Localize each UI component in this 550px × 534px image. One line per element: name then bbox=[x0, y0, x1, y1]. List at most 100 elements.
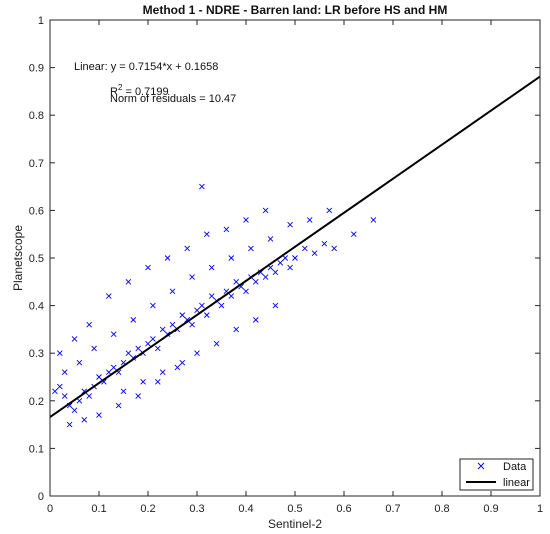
data-point bbox=[189, 274, 195, 280]
data-point bbox=[56, 350, 63, 357]
data-point bbox=[272, 302, 279, 309]
data-point bbox=[169, 321, 176, 328]
chart-title: Method 1 - NDRE - Barren land: LR before… bbox=[143, 3, 448, 17]
legend-label-data: Data bbox=[503, 461, 527, 473]
data-point bbox=[120, 388, 127, 395]
data-point bbox=[287, 221, 293, 228]
y-tick-label: 0 bbox=[38, 491, 44, 503]
data-point bbox=[301, 245, 308, 252]
data-point bbox=[115, 402, 122, 409]
y-tick-label: 0.9 bbox=[29, 63, 44, 75]
y-tick-label: 0.3 bbox=[29, 348, 44, 360]
data-point bbox=[321, 240, 328, 247]
legend-label-linear: linear bbox=[503, 477, 530, 489]
data-point bbox=[189, 321, 195, 328]
data-point bbox=[267, 236, 274, 242]
legend-marker-icon bbox=[477, 462, 485, 470]
data-point bbox=[203, 231, 210, 238]
annotation-linear: Linear: y = 0.7154*x + 0.1658 bbox=[74, 61, 218, 73]
annotation-r2-superscript: 2 bbox=[118, 83, 123, 92]
data-point bbox=[370, 217, 377, 223]
data-point bbox=[110, 364, 117, 371]
annotation-r2-value: = 0.7199 bbox=[122, 86, 168, 98]
y-tick-label: 0.4 bbox=[29, 301, 44, 313]
data-point bbox=[159, 369, 166, 376]
data-markers bbox=[52, 183, 377, 428]
data-point bbox=[71, 407, 78, 414]
data-point bbox=[140, 378, 146, 385]
data-point bbox=[243, 288, 249, 295]
data-point bbox=[86, 321, 93, 328]
data-point bbox=[350, 231, 357, 238]
x-tick-label: 0.5 bbox=[287, 503, 302, 515]
y-tick-label: 1 bbox=[38, 15, 44, 27]
data-point bbox=[125, 350, 132, 357]
data-point bbox=[184, 245, 191, 252]
data-point bbox=[61, 393, 68, 399]
data-point bbox=[199, 302, 205, 309]
data-point bbox=[52, 388, 58, 395]
data-point bbox=[76, 397, 83, 404]
y-axis-ticks: 0 0.1 0.2 0.3 0.4 0.5 0.6 0.7 0.8 0.9 1 bbox=[29, 15, 540, 503]
data-point bbox=[292, 255, 298, 261]
data-point bbox=[174, 364, 181, 371]
data-point bbox=[262, 207, 269, 214]
x-tick-label: 0.6 bbox=[336, 503, 351, 515]
data-point bbox=[243, 217, 249, 223]
x-tick-label: 0.7 bbox=[385, 503, 400, 515]
data-point bbox=[277, 259, 284, 266]
x-tick-label: 0.4 bbox=[238, 503, 253, 515]
data-point bbox=[71, 336, 78, 342]
x-tick-label: 0.2 bbox=[140, 503, 155, 515]
data-point bbox=[145, 264, 151, 271]
y-tick-label: 0.7 bbox=[29, 158, 44, 170]
data-point bbox=[125, 278, 132, 285]
x-axis-label: Sentinel-2 bbox=[268, 517, 322, 531]
data-point bbox=[110, 331, 117, 337]
fit-line bbox=[49, 75, 541, 418]
data-point bbox=[135, 345, 142, 352]
x-tick-label: 0.9 bbox=[483, 503, 498, 515]
data-point bbox=[228, 293, 235, 299]
data-point bbox=[66, 421, 73, 428]
annotation-r2: R2 = 0.7199 bbox=[110, 83, 169, 98]
data-point bbox=[179, 359, 186, 366]
data-point bbox=[213, 340, 220, 347]
data-point bbox=[76, 359, 83, 366]
annotation-residuals: Norm of residuals = 10.47 bbox=[110, 93, 236, 105]
y-tick-label: 0.6 bbox=[29, 205, 44, 217]
data-point bbox=[248, 245, 254, 252]
x-tick-label: 0.3 bbox=[189, 503, 204, 515]
data-point bbox=[150, 336, 156, 342]
data-point bbox=[218, 302, 225, 309]
data-point bbox=[96, 374, 102, 380]
data-point bbox=[194, 350, 200, 357]
fit-annotation: Linear: y = 0.7154*x + 0.1658 R2 = 0.719… bbox=[74, 61, 236, 105]
x-tick-label: 0.1 bbox=[91, 503, 106, 515]
data-point bbox=[135, 393, 142, 399]
data-point bbox=[306, 217, 313, 223]
data-point bbox=[130, 317, 137, 323]
data-point bbox=[208, 264, 215, 271]
x-axis-ticks: 0 0.1 0.2 0.3 0.4 0.5 0.6 0.7 0.8 0.9 1 bbox=[47, 20, 543, 515]
legend: Data linear bbox=[459, 458, 534, 491]
data-point bbox=[287, 264, 293, 271]
y-tick-label: 0.5 bbox=[29, 253, 44, 265]
data-point bbox=[179, 312, 186, 318]
data-point bbox=[223, 226, 230, 233]
annotation-r2-base: R bbox=[110, 86, 118, 98]
data-point bbox=[56, 383, 63, 390]
data-point bbox=[86, 393, 93, 399]
data-point bbox=[154, 378, 161, 385]
data-point bbox=[311, 250, 318, 257]
data-point bbox=[91, 345, 97, 352]
data-point bbox=[233, 326, 240, 333]
y-tick-label: 0.1 bbox=[29, 443, 44, 455]
data-point bbox=[154, 345, 161, 352]
data-point bbox=[159, 326, 166, 333]
data-point bbox=[164, 255, 171, 261]
data-point bbox=[203, 312, 210, 318]
x-tick-label: 0 bbox=[47, 503, 53, 515]
x-tick-label: 0.8 bbox=[434, 503, 449, 515]
